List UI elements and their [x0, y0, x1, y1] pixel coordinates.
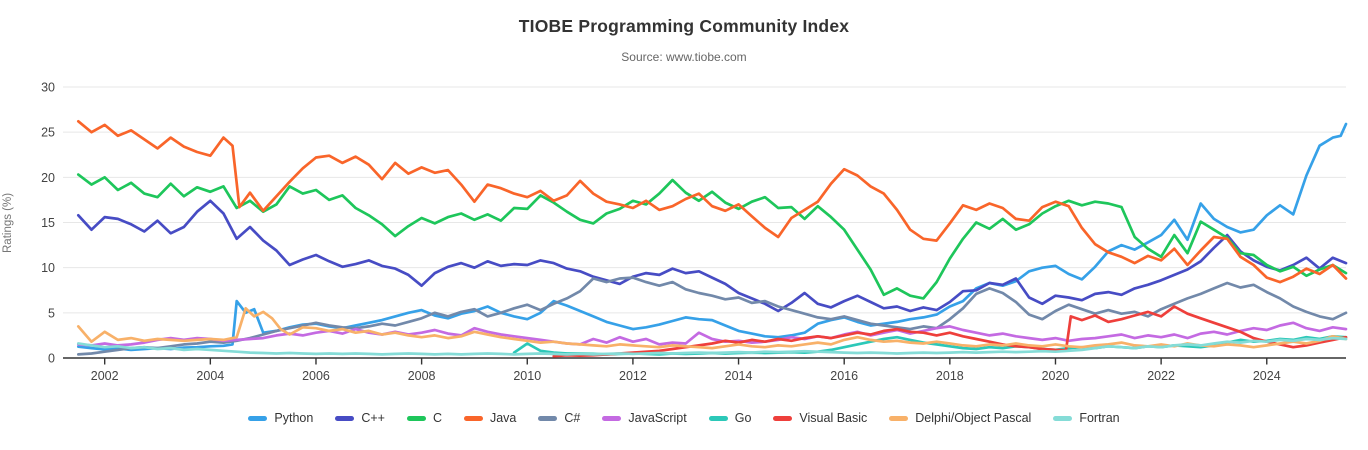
legend-swatch-icon: [708, 415, 728, 421]
legend-label: C++: [361, 411, 385, 425]
legend-item-go[interactable]: Go: [708, 411, 752, 425]
chart-subtitle: Source: www.tiobe.com: [621, 50, 747, 64]
series-line-fortran: [76, 336, 1348, 356]
x-tick-label: 2022: [1147, 369, 1175, 383]
legend-item-visual-basic[interactable]: Visual Basic: [773, 411, 867, 425]
legend-swatch-icon: [335, 415, 355, 421]
x-tick-label: 2018: [936, 369, 964, 383]
x-tick-label: 2014: [725, 369, 753, 383]
series-line-visual-basic: [552, 305, 1348, 358]
legend-item-c-[interactable]: C++: [335, 411, 385, 425]
legend-swatch-icon: [889, 415, 909, 421]
legend-swatch-icon: [538, 415, 558, 421]
legend-label: Visual Basic: [799, 411, 868, 425]
legend-item-c[interactable]: C: [406, 411, 442, 425]
page-title: TIOBE Programming Community Index: [518, 16, 850, 36]
y-tick-label: 5: [48, 306, 55, 320]
legend-swatch-icon: [1053, 415, 1073, 421]
x-tick-label: 2024: [1253, 369, 1281, 383]
series-line-c: [76, 173, 1348, 300]
y-tick-label: 30: [41, 81, 55, 95]
series-line-delphi-object-pascal: [76, 306, 1348, 350]
legend-label: Fortran: [1079, 411, 1120, 425]
legend-swatch-icon: [602, 415, 622, 421]
series-line-c-: [76, 199, 1348, 313]
y-tick-label: 25: [41, 126, 55, 140]
x-tick-label: 2002: [91, 369, 119, 383]
legend-item-fortran[interactable]: Fortran: [1053, 411, 1120, 425]
x-tick-label: 2006: [302, 369, 330, 383]
series-line-java: [76, 119, 1348, 284]
y-tick-label: 20: [41, 171, 55, 185]
legend-label: JavaScript: [628, 411, 687, 425]
x-tick-label: 2008: [408, 369, 436, 383]
legend-item-javascript[interactable]: JavaScript: [602, 411, 687, 425]
legend-item-java[interactable]: Java: [463, 411, 517, 425]
legend-label: C#: [564, 411, 581, 425]
legend-label: Delphi/Object Pascal: [915, 411, 1032, 425]
legend-label: C: [432, 411, 442, 425]
legend-swatch-icon: [463, 415, 483, 421]
legend-label: Python: [274, 411, 314, 425]
x-tick-label: 2012: [619, 369, 647, 383]
x-tick-label: 2010: [513, 369, 541, 383]
legend-item-delphi-object-pascal[interactable]: Delphi/Object Pascal: [889, 411, 1031, 425]
legend-item-python[interactable]: Python: [248, 411, 313, 425]
legend-swatch-icon: [248, 415, 268, 421]
series-line-c-: [76, 276, 1348, 356]
x-tick-label: 2004: [196, 369, 224, 383]
y-tick-label: 0: [48, 352, 55, 366]
legend-label: Java: [489, 411, 517, 425]
legend-swatch-icon: [773, 415, 793, 421]
legend-label: Go: [734, 411, 752, 425]
x-tick-label: 2020: [1042, 369, 1070, 383]
legend: Python C++ C Java C# JavaScript Go Visual Basic…: [0, 411, 1368, 425]
legend-item-c-[interactable]: C#: [538, 411, 580, 425]
y-tick-label: 15: [41, 216, 55, 230]
y-tick-label: 10: [41, 261, 55, 275]
legend-swatch-icon: [406, 415, 426, 421]
x-tick-label: 2016: [830, 369, 858, 383]
